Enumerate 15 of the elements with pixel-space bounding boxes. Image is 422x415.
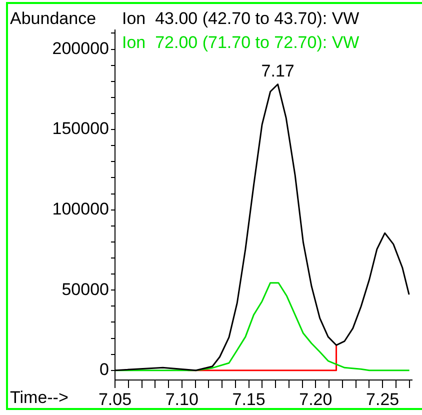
y-tick-label: 0	[100, 360, 109, 380]
x-tick-label: 7.15	[232, 390, 266, 409]
text: Ion 72.00 (71.70 to 72.70): VW	[122, 33, 360, 52]
y-tick-label: 200000	[52, 38, 109, 58]
x-tick-label: 7.25	[366, 390, 400, 409]
y-tick-label: 50000	[62, 280, 109, 299]
text: Ion 43.00 (42.70 to 43.70): VW	[122, 9, 360, 28]
y-tick-label: 150000	[52, 119, 109, 138]
y-axis-title: Abundance	[10, 9, 96, 28]
x-tick-label: 7.10	[165, 390, 198, 409]
x-axis-title: Time-->	[10, 388, 68, 407]
y-tick-label: 100000	[52, 200, 109, 219]
annotation: 7.17	[261, 61, 294, 80]
x-tick-label: 7.20	[299, 390, 332, 409]
x-tick-label: 7.05	[98, 390, 132, 409]
